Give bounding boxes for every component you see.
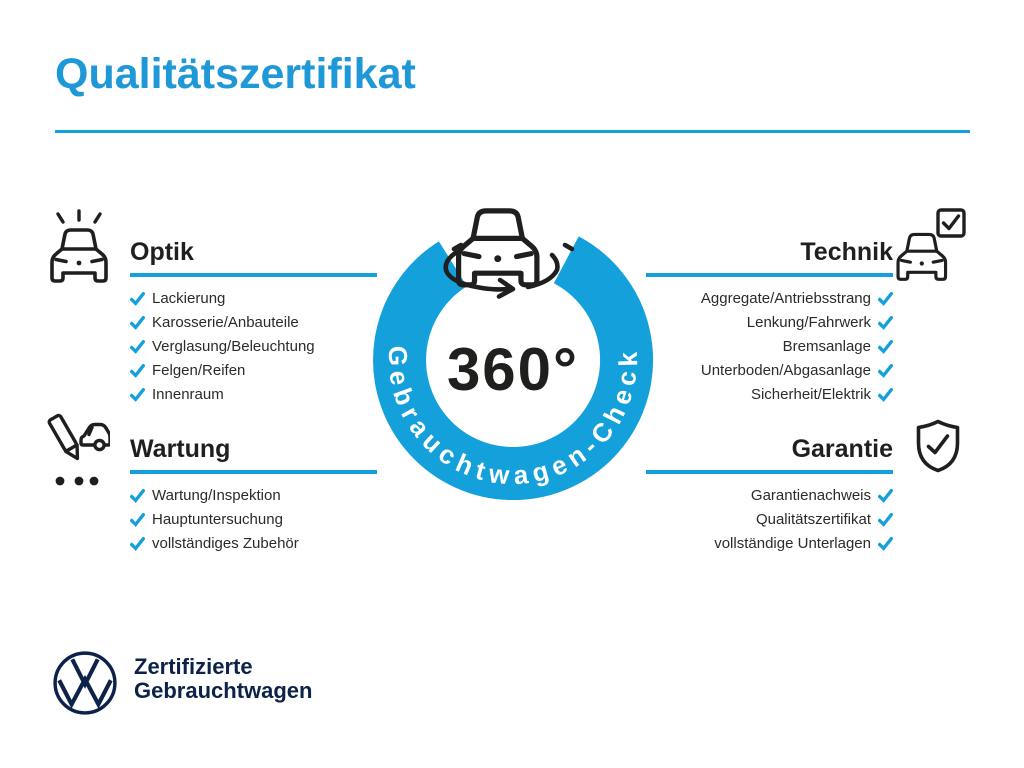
checklist-item: vollständiges Zubehör	[130, 535, 377, 552]
check-icon	[130, 387, 145, 402]
checklist-item: Felgen/Reifen	[130, 362, 377, 379]
footer-brand-text: Zertifizierte Gebrauchtwagen	[134, 655, 312, 703]
vw-logo	[53, 651, 117, 715]
service-checklist-icon	[47, 413, 110, 486]
checklist-item: Karosserie/Anbauteile	[130, 314, 377, 331]
checklist-item-label: Aggregate/Antriebsstrang	[700, 290, 871, 307]
checklist-item-label: Innenraum	[152, 386, 224, 403]
checklist-item-label: Hauptuntersuchung	[152, 511, 283, 528]
degree-value: 360°	[447, 336, 579, 403]
section-title: Optik	[130, 238, 194, 266]
checklist-item: Sicherheit/Elektrik	[646, 386, 893, 403]
checklist-item: Bremsanlage	[646, 338, 893, 355]
checklist: Wartung/Inspektion Hauptuntersuchung vol…	[130, 487, 377, 552]
section-title: Garantie	[791, 435, 893, 463]
check-icon	[130, 512, 145, 527]
title-divider	[55, 130, 970, 133]
shield-check-icon	[916, 419, 960, 473]
check-icon	[130, 291, 145, 306]
check-icon	[878, 536, 893, 551]
checklist-item-label: Garantienachweis	[750, 487, 871, 504]
checklist-item: Innenraum	[130, 386, 377, 403]
checklist-item-label: vollständige Unterlagen	[714, 535, 871, 552]
checklist-item-label: Verglasung/Beleuchtung	[152, 338, 315, 355]
check-icon	[130, 315, 145, 330]
check-icon	[878, 291, 893, 306]
check-icon	[130, 339, 145, 354]
section-underline	[646, 273, 893, 277]
checklist: Lackierung Karosserie/Anbauteile Verglas…	[130, 290, 377, 403]
checklist-item: Verglasung/Beleuchtung	[130, 338, 377, 355]
footer-line-1: Zertifizierte	[134, 654, 253, 679]
check-icon	[130, 536, 145, 551]
car-checkbox-icon	[896, 208, 966, 281]
check-icon	[878, 387, 893, 402]
checklist-item-label: vollständiges Zubehör	[152, 535, 299, 552]
checklist-item-label: Lenkung/Fahrwerk	[746, 314, 871, 331]
shiny-car-icon	[50, 209, 108, 283]
check-icon	[878, 512, 893, 527]
checklist-item: vollständige Unterlagen	[646, 535, 893, 552]
checklist-item-label: Lackierung	[152, 290, 226, 307]
ring-arc	[373, 236, 654, 501]
checklist-item: Unterboden/Abgasanlage	[646, 362, 893, 379]
footer-line-2: Gebrauchtwagen	[134, 678, 313, 703]
checklist: Garantienachweis Qualitätszertifikat vol…	[646, 487, 893, 552]
check-icon	[878, 315, 893, 330]
check-icon	[878, 339, 893, 354]
checklist-item-label: Bremsanlage	[782, 338, 871, 355]
checklist-item: Lenkung/Fahrwerk	[646, 314, 893, 331]
checklist-item-label: Wartung/Inspektion	[152, 487, 281, 504]
section-title: Wartung	[130, 435, 231, 463]
checklist-item-label: Qualitätszertifikat	[755, 511, 871, 528]
checklist-item: Lackierung	[130, 290, 377, 307]
section-underline	[130, 273, 377, 277]
checklist-item: Hauptuntersuchung	[130, 511, 377, 528]
section-optik: Optik Lackierung Karosserie/Anbauteile V…	[130, 240, 377, 410]
checklist-item: Wartung/Inspektion	[130, 487, 377, 504]
checklist-item: Garantienachweis	[646, 487, 893, 504]
section-technik: Technik Aggregate/Antriebsstrang Lenkung…	[646, 240, 893, 410]
section-garantie: Garantie Garantienachweis Qualitätszerti…	[646, 437, 893, 559]
check-icon	[878, 363, 893, 378]
checklist-item-label: Unterboden/Abgasanlage	[700, 362, 871, 379]
360-check-badge: Gebrauchtwagen-Check 360°	[373, 190, 654, 501]
check-icon	[130, 488, 145, 503]
checklist-item-label: Karosserie/Anbauteile	[152, 314, 299, 331]
check-icon	[878, 488, 893, 503]
section-wartung: Wartung Wartung/Inspektion Hauptuntersuc…	[130, 437, 377, 559]
checklist-item: Aggregate/Antriebsstrang	[646, 290, 893, 307]
check-icon	[130, 363, 145, 378]
section-underline	[646, 470, 893, 474]
checklist: Aggregate/Antriebsstrang Lenkung/Fahrwer…	[646, 290, 893, 403]
checklist-item: Qualitätszertifikat	[646, 511, 893, 528]
car-360-rotation-icon	[443, 211, 575, 299]
section-underline	[130, 470, 377, 474]
checklist-item-label: Sicherheit/Elektrik	[750, 386, 871, 403]
page-title: Qualitätszertifikat	[55, 50, 416, 98]
checklist-item-label: Felgen/Reifen	[152, 362, 246, 379]
section-title: Technik	[800, 238, 893, 266]
